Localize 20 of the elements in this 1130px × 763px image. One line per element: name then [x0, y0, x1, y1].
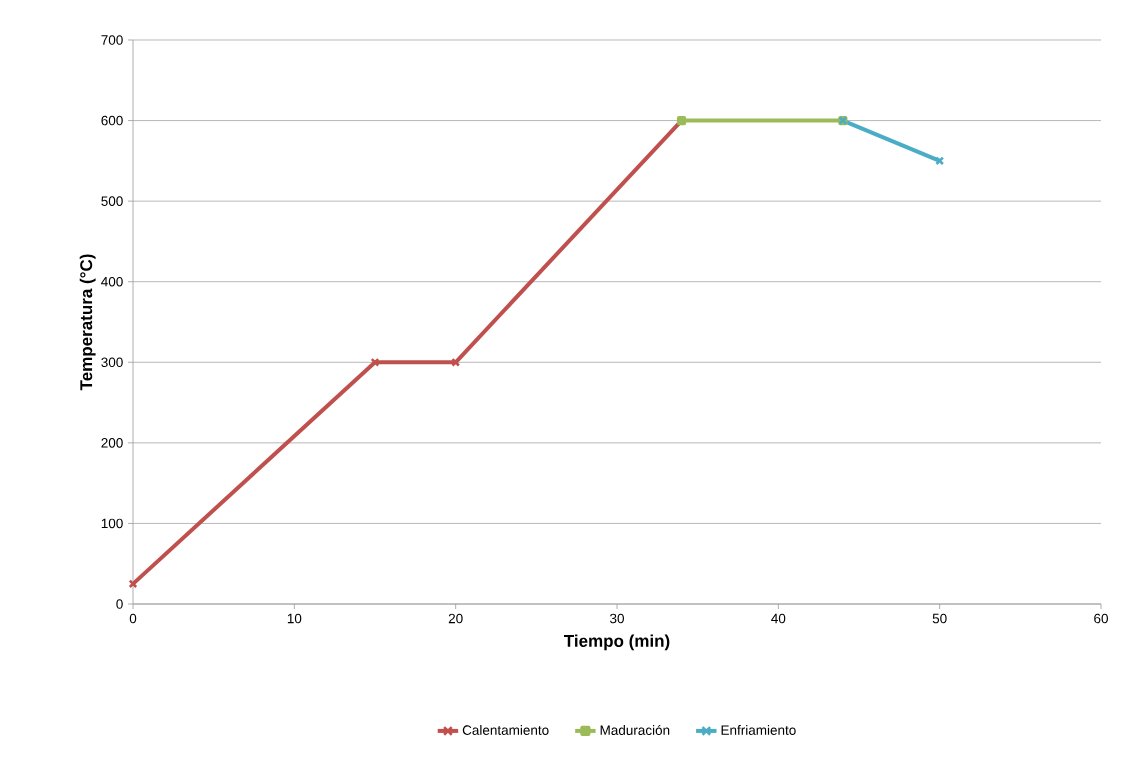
x-tick-label: 40 [771, 613, 786, 624]
legend-label: Maduración [600, 724, 670, 735]
y-tick-label: 300 [101, 357, 123, 368]
x-tick-label: 60 [1094, 613, 1108, 624]
x-tick-label: 50 [932, 613, 947, 624]
y-tick-label: 100 [101, 518, 123, 529]
y-tick-label: 0 [116, 599, 123, 609]
x-tick-label: 0 [129, 613, 137, 624]
x-axis-title: Tiempo (min) [563, 634, 670, 651]
x-tick-label: 30 [610, 613, 624, 624]
y-tick-label: 500 [101, 196, 123, 206]
y-axis-title: Temperatura (°C) [79, 254, 96, 391]
x-tick-label: 20 [448, 613, 463, 624]
y-tick-label: 700 [101, 35, 123, 45]
y-tick-label: 600 [101, 115, 123, 126]
x-tick-label: 10 [287, 613, 302, 624]
legend-label: Enfriamiento [721, 725, 796, 735]
y-tick-label: 200 [101, 438, 123, 448]
legend-label: Calentamiento [462, 725, 549, 735]
y-tick-label: 400 [101, 276, 123, 287]
